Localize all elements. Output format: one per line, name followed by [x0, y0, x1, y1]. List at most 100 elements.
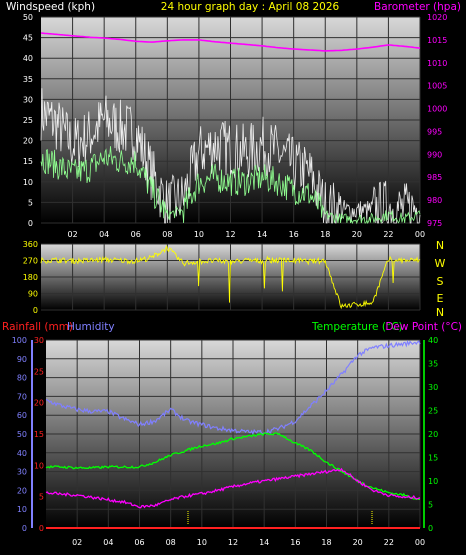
temp-tick-label-04: 04: [103, 538, 113, 547]
humidity-y-tick-80: 80: [17, 374, 27, 383]
temperature-y-tick-0: 0: [428, 524, 433, 533]
compass-n-top: N: [436, 239, 444, 252]
wind-series: [40, 32, 421, 225]
temp-tick-label-16: 16: [290, 538, 300, 547]
barometer-y-tick-1020: 1020: [427, 13, 447, 22]
direction-y-tick-270: 270: [23, 257, 38, 266]
humidity-y-tick-90: 90: [17, 355, 27, 364]
humidity-series-line: [45, 339, 421, 436]
graph-title: 24 hour graph day : April 08 2026: [161, 1, 340, 13]
wind-y-tick-35: 35: [23, 75, 33, 84]
windspeed-label: Windspeed (kph): [6, 1, 95, 13]
temp-tick-label-08: 08: [166, 538, 176, 547]
direction-panel: 0 90 180 270 360 N W S E N: [23, 239, 446, 319]
wind-tick-label-10: 10: [194, 230, 204, 239]
humidity-y-tick-70: 70: [17, 392, 27, 401]
wind-tick-label-20: 20: [352, 230, 362, 239]
wind-y-tick-15: 15: [23, 157, 33, 166]
rainfall-y-tick-25: 25: [34, 367, 44, 376]
wind-y-tick-10: 10: [23, 178, 33, 187]
temperature-y-tick-30: 30: [428, 383, 438, 392]
barometer-y-tick-1000: 1000: [427, 105, 447, 114]
temp-tick-label-20: 20: [353, 538, 363, 547]
wind-y-tick-25: 25: [23, 116, 33, 125]
compass-w: W: [435, 257, 446, 270]
direction-y-tick-360: 360: [23, 240, 38, 249]
wind-tick-label-16: 16: [289, 230, 299, 239]
temp-tick-label-10: 10: [197, 538, 207, 547]
barometer-y-tick-1010: 1010: [427, 59, 447, 68]
temp-tick-label-22: 22: [384, 538, 394, 547]
barometer-y-tick-990: 990: [427, 150, 442, 159]
temperature-y-tick-5: 5: [428, 501, 433, 510]
wind-y-tick-20: 20: [23, 137, 33, 146]
wind-tick-label-06: 06: [131, 230, 141, 239]
barometer-y-tick-995: 995: [427, 127, 442, 136]
direction-series: [40, 244, 421, 310]
direction-series-line: [40, 244, 421, 310]
temperature-series-line: [45, 432, 420, 501]
rainfall-y-tick-10: 10: [34, 461, 44, 470]
compass-n-bottom: N: [436, 306, 444, 319]
dewpoint-series-line: [45, 467, 421, 509]
rainfall-y-tick-20: 20: [34, 399, 44, 408]
wind-tick-label-12: 12: [225, 230, 235, 239]
rainfall-y-tick-30: 30: [34, 336, 44, 345]
wind-y-tick-0: 0: [28, 219, 33, 228]
direction-y-tick-180: 180: [23, 273, 38, 282]
barometer-y-tick-1005: 1005: [427, 82, 447, 91]
barometer-y-axis: 975 980 985 990 995 1000 1005 1010 1015 1020: [427, 13, 447, 228]
wind-y-tick-40: 40: [23, 54, 33, 63]
humidity-y-tick-50: 50: [17, 430, 27, 439]
temp-tick-label-12: 12: [228, 538, 238, 547]
wind-x-axis: 02 04 06 08 10 12 14 16 18 20 22 00: [67, 230, 425, 239]
direction-y-tick-0: 0: [33, 306, 38, 315]
humidity-y-tick-0: 0: [22, 524, 27, 533]
temp-gridlines: [46, 339, 421, 529]
wind-tick-label-18: 18: [320, 230, 330, 239]
temp-panel: 0 10 20 30 40 50 60 70 80 90 100 0 5 10 15 20 25 30 0 5 10…: [12, 336, 438, 547]
wind-tick-label-04: 04: [99, 230, 109, 239]
wind-y-axis: 0 5 10 15 20 25 30 35 40 45 50: [23, 13, 33, 228]
wind-tick-label-08: 08: [162, 230, 172, 239]
rainfall-y-tick-0: 0: [39, 524, 44, 533]
rainfall-y-tick-5: 5: [39, 493, 44, 502]
humidity-y-tick-10: 10: [17, 505, 27, 514]
temperature-y-axis: 0 5 10 15 20 25 30 35 40: [428, 336, 438, 533]
temp-series: [45, 339, 421, 529]
temperature-y-tick-40: 40: [428, 336, 438, 345]
rainfall-y-tick-15: 15: [34, 430, 44, 439]
humidity-y-tick-40: 40: [17, 449, 27, 458]
wind-y-tick-50: 50: [23, 13, 33, 22]
dewpoint-label: Dew Point (°C): [385, 321, 462, 333]
humidity-label: Humidity: [67, 321, 115, 333]
temp-tick-label-02: 02: [72, 538, 82, 547]
temperature-y-tick-25: 25: [428, 407, 438, 416]
temperature-y-tick-15: 15: [428, 454, 438, 463]
barometer-y-tick-985: 985: [427, 173, 442, 182]
temperature-y-tick-35: 35: [428, 360, 438, 369]
humidity-y-tick-30: 30: [17, 468, 27, 477]
humidity-y-tick-20: 20: [17, 486, 27, 495]
temperature-label: Temperature (°C): [311, 321, 403, 333]
temp-tick-label-14: 14: [259, 538, 269, 547]
temp-tick-label-00: 00: [415, 538, 425, 547]
average-wind-series-line: [40, 146, 421, 225]
humidity-y-axis: 0 10 20 30 40 50 60 70 80 90 100: [12, 336, 27, 533]
temp-tick-label-06: 06: [134, 538, 144, 547]
barometer-label: Barometer (hpa): [374, 1, 461, 13]
barometer-y-tick-1015: 1015: [427, 36, 447, 45]
wind-y-tick-5: 5: [28, 198, 33, 207]
compass-labels: N W S E N: [435, 239, 446, 319]
wind-y-tick-30: 30: [23, 95, 33, 104]
humidity-y-tick-100: 100: [12, 336, 27, 345]
barometer-series-line: [40, 32, 421, 52]
rainfall-y-axis: 0 5 10 15 20 25 30: [34, 336, 44, 533]
wind-y-tick-45: 45: [23, 34, 33, 43]
humidity-y-tick-60: 60: [17, 411, 27, 420]
wind-tick-label-02: 02: [67, 230, 77, 239]
wind-tick-label-22: 22: [383, 230, 393, 239]
temp-x-axis: 02 04 06 08 10 12 14 16 18 20 22 00: [72, 538, 425, 547]
